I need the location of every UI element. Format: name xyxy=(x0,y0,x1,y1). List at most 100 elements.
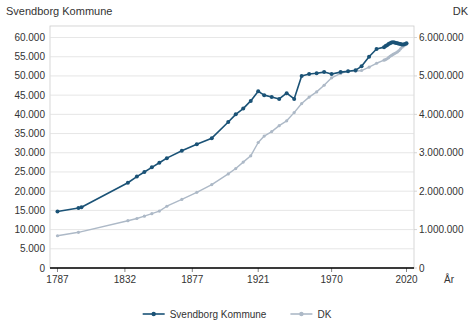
point xyxy=(55,210,59,214)
grid-line xyxy=(50,248,414,249)
point xyxy=(293,111,296,114)
y-tick-label: 35.000 xyxy=(14,128,45,139)
point xyxy=(405,41,409,45)
y2-tick-label: 2.000.000 xyxy=(419,186,464,197)
y-tick-label: 5.000 xyxy=(20,243,45,254)
point xyxy=(158,209,161,212)
legend-label: DK xyxy=(317,309,331,320)
background xyxy=(0,0,474,326)
point xyxy=(315,71,319,75)
y2-tick xyxy=(414,37,417,38)
grid-line xyxy=(50,114,414,115)
x-tick-label: 1832 xyxy=(114,274,137,285)
grid-line xyxy=(50,268,414,269)
point xyxy=(300,74,304,78)
plot-area xyxy=(55,40,408,237)
grid-line xyxy=(50,133,414,134)
y-tick-label: 60.000 xyxy=(14,32,45,43)
legend-marker xyxy=(299,312,303,316)
y-tick-label: 15.000 xyxy=(14,205,45,216)
point xyxy=(249,99,253,103)
point xyxy=(270,130,273,133)
grid-line xyxy=(50,95,414,96)
x-axis-title: År xyxy=(444,273,455,285)
x-tick-label: 1921 xyxy=(247,274,270,285)
point xyxy=(150,212,153,215)
y-tick-label: 20.000 xyxy=(14,186,45,197)
point xyxy=(256,89,260,93)
y-axis-title: Svendborg Kommune xyxy=(6,5,112,17)
point xyxy=(277,97,281,101)
point xyxy=(241,107,245,111)
point xyxy=(346,69,350,73)
y-tick-label: 30.000 xyxy=(14,147,45,158)
grid-line xyxy=(50,210,414,211)
grid-line xyxy=(50,37,414,38)
y2-tick xyxy=(414,268,417,269)
y2-tick-label: 0 xyxy=(419,263,425,274)
point xyxy=(249,154,252,157)
point xyxy=(56,234,59,237)
x-tick-label: 1787 xyxy=(46,274,69,285)
point xyxy=(330,72,334,76)
y2-tick xyxy=(414,229,417,230)
grid-line xyxy=(50,75,414,76)
point xyxy=(150,165,154,169)
point xyxy=(270,95,274,99)
y2-tick xyxy=(414,114,417,115)
point xyxy=(126,181,130,185)
y-tick-label: 0 xyxy=(39,263,45,274)
point xyxy=(360,64,364,68)
y2-tick xyxy=(414,75,417,76)
point xyxy=(285,119,288,122)
point xyxy=(323,84,326,87)
point xyxy=(339,70,343,74)
point xyxy=(157,161,161,165)
point xyxy=(330,76,333,79)
grid-line xyxy=(50,229,414,230)
point xyxy=(135,217,138,220)
chart: 05.00010.00015.00020.00025.00030.00035.0… xyxy=(0,0,474,326)
point xyxy=(210,183,213,186)
point xyxy=(165,205,168,208)
point xyxy=(226,120,230,124)
x-axis-line xyxy=(50,267,414,269)
y2-tick-label: 4.000.000 xyxy=(419,109,464,120)
y-tick-label: 40.000 xyxy=(14,109,45,120)
point xyxy=(195,142,199,146)
point xyxy=(143,215,146,218)
y-tick-label: 10.000 xyxy=(14,224,45,235)
y2-tick xyxy=(414,152,417,153)
series-line xyxy=(57,42,406,211)
plot-frame xyxy=(50,26,414,268)
legend-label: Svendborg Kommune xyxy=(170,309,267,320)
point xyxy=(278,124,281,127)
axes: 05.00010.00015.00020.00025.00030.00035.0… xyxy=(14,32,464,285)
point xyxy=(180,149,184,153)
point xyxy=(180,198,183,201)
grid-line xyxy=(50,152,414,153)
point xyxy=(285,91,289,95)
point xyxy=(210,136,214,140)
grid xyxy=(50,38,414,268)
y-tick-label: 55.000 xyxy=(14,51,45,62)
y2-tick xyxy=(414,191,417,192)
series-line xyxy=(57,44,406,235)
legend-item: Svendborg Kommune xyxy=(143,309,267,320)
point xyxy=(263,134,266,137)
legend: Svendborg Kommune DK xyxy=(143,309,332,320)
point xyxy=(375,62,378,65)
point xyxy=(142,170,146,174)
y2-axis-title: DK xyxy=(453,5,469,17)
point xyxy=(360,69,363,72)
grid-line xyxy=(50,56,414,57)
point xyxy=(354,68,358,72)
y2-tick-label: 3.000.000 xyxy=(419,147,464,158)
point xyxy=(367,66,370,69)
point xyxy=(234,112,238,116)
point xyxy=(307,72,311,76)
series xyxy=(56,43,408,238)
point xyxy=(135,175,139,179)
point xyxy=(195,191,198,194)
series xyxy=(55,40,408,213)
